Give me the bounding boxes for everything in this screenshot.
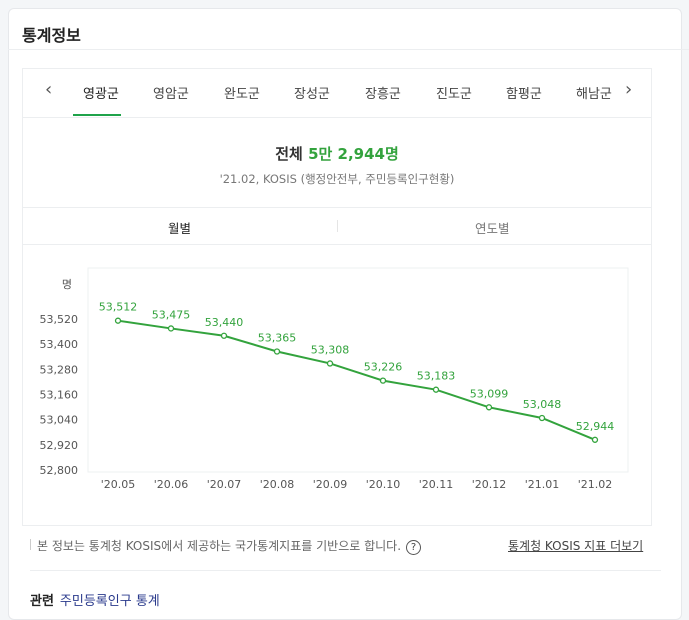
data-label: 53,048 [523,398,562,411]
tab-region[interactable]: 함평군 [506,87,542,102]
tab-region[interactable]: 영암군 [153,87,189,102]
data-point [273,348,281,355]
tab-region[interactable]: 장흥군 [365,87,401,102]
region-tabs: ‹ › 영광군 영암군 완도군 장성군 장흥군 진도군 함평군 해남군 [23,69,651,118]
data-point [432,386,440,393]
related-link[interactable]: 주민등록인구 통계 [59,594,160,609]
x-tick-label: '20.09 [313,478,348,491]
stats-panel: ‹ › 영광군 영암군 완도군 장성군 장흥군 진도군 함평군 해남군 전체 5만 2,944… [22,68,652,526]
y-tick-label: 53,280 [40,363,79,376]
x-tick-label: '20.06 [154,478,189,491]
data-point [114,317,122,324]
divider [30,570,661,571]
plot-area [87,267,629,473]
kosis-more-link[interactable]: 통계청 KOSIS 지표 더보기 [508,539,644,553]
data-point [379,377,387,384]
help-icon[interactable]: ? [406,540,422,555]
y-tick-label: 53,160 [40,389,79,402]
tab-region[interactable]: 해남군 [576,87,612,102]
y-tick-label: 52,800 [40,464,79,477]
x-tick-label: '20.10 [366,478,401,491]
data-label: 53,183 [417,370,456,383]
total-population: 전체 5만 2,944명 [275,145,399,163]
data-label: 53,475 [152,308,191,321]
data-point [591,436,599,443]
x-tick-label: '21.01 [525,478,560,491]
x-tick-label: '20.07 [207,478,242,491]
data-point [167,325,175,332]
active-tab-indicator [73,114,121,116]
data-point [538,414,546,422]
chevron-left-icon[interactable]: ‹ [45,79,53,100]
tab-yearly[interactable]: 연도별 [475,221,510,236]
x-tick-label: '21.02 [578,478,613,491]
info-note: 본 정보는 통계청 KOSIS에서 제공하는 국가통계지표를 기반으로 합니다.… [30,537,422,555]
y-tick-label: 53,400 [40,338,79,351]
data-label: 53,099 [470,387,509,400]
series-line [117,319,596,441]
data-label: 53,440 [205,316,244,329]
x-tick-label: '20.05 [101,478,136,491]
x-tick-label: '20.11 [419,478,454,491]
y-tick-label: 53,520 [40,313,79,326]
data-label: 53,308 [311,343,350,356]
tab-region[interactable]: 진도군 [436,87,472,102]
data-point [485,404,493,411]
y-tick-label: 53,040 [40,414,79,427]
data-label: 53,512 [99,301,138,314]
period-toggle: 월별 연도별 [23,207,651,245]
tab-region[interactable]: 완도군 [224,87,260,102]
chevron-right-icon[interactable]: › [625,79,633,100]
data-label: 53,365 [258,332,297,345]
data-label: 52,944 [576,420,615,433]
divider [8,49,689,50]
tab-region[interactable]: 장성군 [294,87,330,102]
data-label: 53,226 [364,361,403,374]
x-tick-label: '20.12 [472,478,507,491]
x-tick-label: '20.08 [260,478,295,491]
tab-region[interactable]: 영광군 [83,87,119,102]
data-point [326,360,334,367]
y-axis-unit: 명 [62,278,72,291]
data-point [220,332,228,339]
data-source: '21.02, KOSIS (행정안전부, 주민등록인구현황) [219,172,455,186]
section-title: 통계정보 [22,26,81,45]
y-tick-label: 52,920 [40,439,79,452]
tab-monthly[interactable]: 월별 [168,221,192,236]
related: 관련 주민등록인구 통계 [30,594,160,609]
